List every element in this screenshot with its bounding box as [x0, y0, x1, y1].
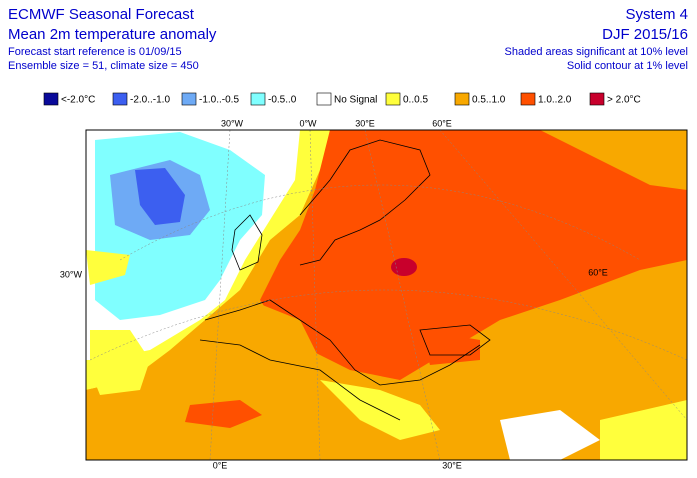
legend-label: No Signal [334, 95, 377, 106]
longitude-label: 30°E [355, 118, 375, 128]
legend-swatch [454, 92, 470, 106]
legend-label: -0.5..0 [268, 95, 297, 106]
note-shaded: Shaded areas significant at 10% level [505, 46, 688, 58]
longitude-label: 0°W [299, 118, 317, 128]
longitude-label: 30°W [221, 118, 244, 128]
longitude-label: 30°W [60, 269, 83, 279]
longitude-label: 60°E [588, 267, 608, 277]
legend-label: <-2.0°C [61, 95, 95, 106]
subtitle: Mean 2m temperature anomaly [8, 26, 217, 43]
period: DJF 2015/16 [602, 26, 688, 43]
legend-swatch [43, 92, 59, 106]
legend: <-2.0°C -2.0..-1.0 -1.0..-0.5 -0.5..0 No Sig… [43, 92, 641, 106]
map-field [86, 130, 687, 460]
legend-label: > 2.0°C [607, 95, 641, 106]
longitude-label: 30°E [442, 460, 462, 470]
legend-label: -1.0..-0.5 [199, 95, 239, 106]
legend-swatch [589, 92, 605, 106]
title: ECMWF Seasonal Forecast [8, 6, 195, 23]
start-reference: Forecast start reference is 01/09/15 [8, 46, 182, 58]
legend-swatch [520, 92, 536, 106]
legend-label: -2.0..-1.0 [130, 95, 170, 106]
longitude-label: 60°E [432, 118, 452, 128]
legend-swatch [316, 92, 332, 106]
system: System 4 [625, 6, 688, 23]
map-labels: 30°W 0°W 30°E 60°E 0°E 30°E 30°W 60°E [60, 118, 608, 470]
ensemble-size: Ensemble size = 51, climate size = 450 [8, 60, 199, 72]
legend-label: 1.0..2.0 [538, 95, 572, 106]
legend-swatch [112, 92, 128, 106]
legend-label: 0.5..1.0 [472, 95, 506, 106]
legend-swatch [250, 92, 266, 106]
map-frame [85, 129, 688, 461]
legend-swatch [181, 92, 197, 106]
legend-label: 0..0.5 [403, 95, 428, 106]
legend-swatch [385, 92, 401, 106]
note-contour: Solid contour at 1% level [567, 60, 688, 72]
longitude-label: 0°E [213, 460, 228, 470]
